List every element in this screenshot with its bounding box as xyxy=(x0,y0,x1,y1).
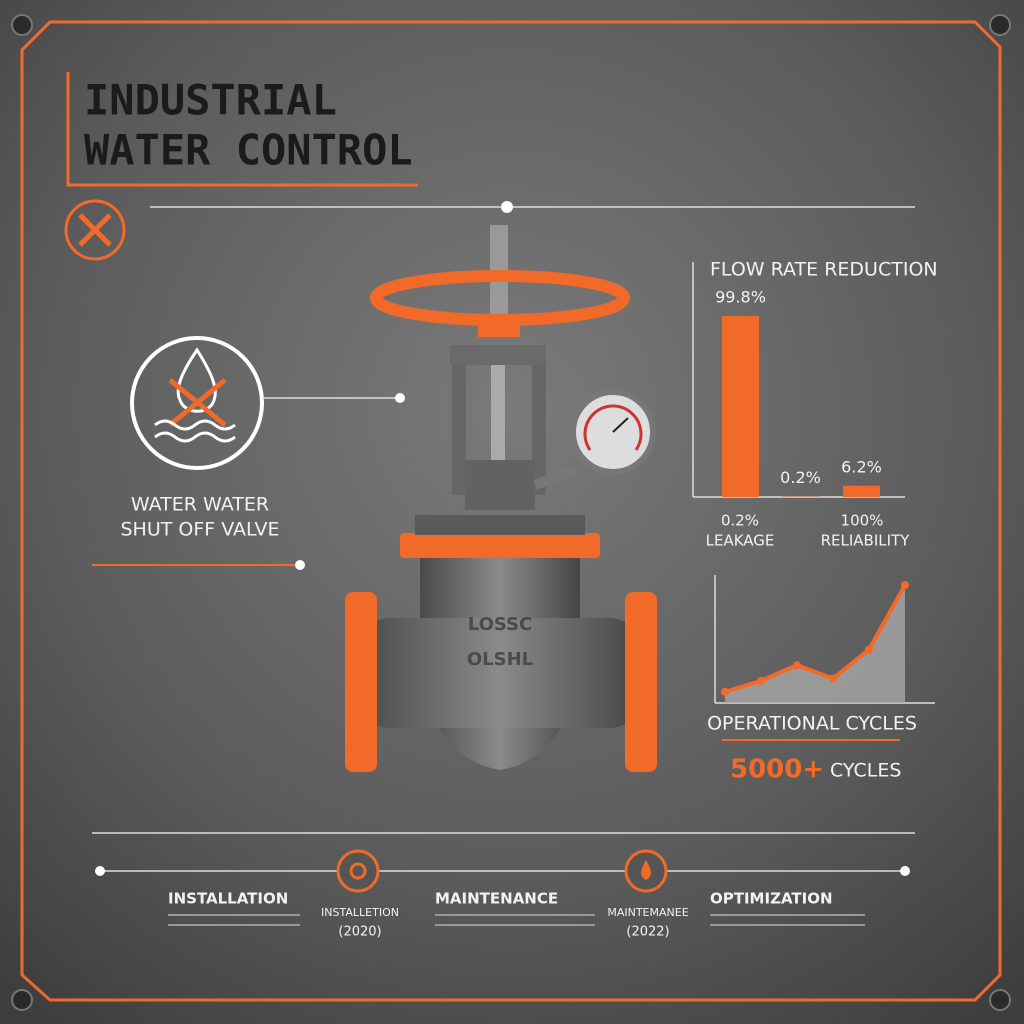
bar-value-label: 0.2% xyxy=(780,468,821,487)
line xyxy=(724,584,907,694)
title-line: INDUSTRIAL xyxy=(84,76,337,125)
footer-value: 100% xyxy=(841,512,884,530)
cycles-figure: 5000+ xyxy=(730,755,824,785)
connector-dot xyxy=(395,393,405,403)
area xyxy=(725,585,905,703)
milestone-year: (2022) xyxy=(626,925,669,940)
valve-marking: OLSHL xyxy=(467,649,533,670)
timeline-dot xyxy=(900,866,910,876)
valve-marking: LOSSC xyxy=(468,614,532,635)
footer-label: LEAKAGE xyxy=(706,532,775,550)
valve-icon xyxy=(168,378,227,427)
milestone-label: MAINTEMANEE xyxy=(607,906,688,919)
screws xyxy=(11,14,1011,1011)
chart-title: OPERATIONAL CYCLES xyxy=(707,713,917,735)
point xyxy=(865,645,873,654)
point xyxy=(721,687,729,696)
frame xyxy=(20,20,1002,1002)
valve-label: WATER WATER xyxy=(131,494,269,516)
tools-icon xyxy=(64,199,126,261)
milestone-year: (2020) xyxy=(338,925,381,940)
valve-icon xyxy=(154,419,236,443)
milestone-label: INSTALLETION xyxy=(321,906,399,919)
milestone-icon xyxy=(336,849,380,893)
valve-icon xyxy=(176,347,217,413)
chart-title: FLOW RATE REDUCTION xyxy=(710,259,938,281)
placeholder-text xyxy=(168,914,865,926)
point xyxy=(793,661,801,670)
divider-dot xyxy=(501,201,513,213)
bar-value-label: 99.8% xyxy=(715,288,766,307)
point xyxy=(829,674,837,683)
footer-value: 0.2% xyxy=(721,512,759,530)
milestone-icon xyxy=(349,862,367,880)
title-bracket xyxy=(66,72,418,187)
stage: OPTIMIZATION xyxy=(710,890,833,908)
footer-label: RELIABILITY xyxy=(821,532,911,550)
valve xyxy=(345,225,657,772)
point xyxy=(757,676,765,685)
valve-label: SHUT OFF VALVE xyxy=(120,519,279,541)
tools-icon xyxy=(78,213,112,247)
timeline-dot xyxy=(95,866,105,876)
underline-dot xyxy=(295,560,305,570)
bar-value-label: 6.2% xyxy=(841,457,882,476)
stage: MAINTENANCE xyxy=(435,890,558,908)
cycles-unit: CYCLES xyxy=(830,760,901,782)
title-line: WATER CONTROL xyxy=(84,126,413,175)
milestone-icon xyxy=(641,860,651,880)
bar xyxy=(722,316,759,497)
point xyxy=(901,581,909,589)
valve-icon xyxy=(130,336,264,470)
stage: INSTALLATION xyxy=(168,890,288,908)
bar xyxy=(843,485,880,497)
